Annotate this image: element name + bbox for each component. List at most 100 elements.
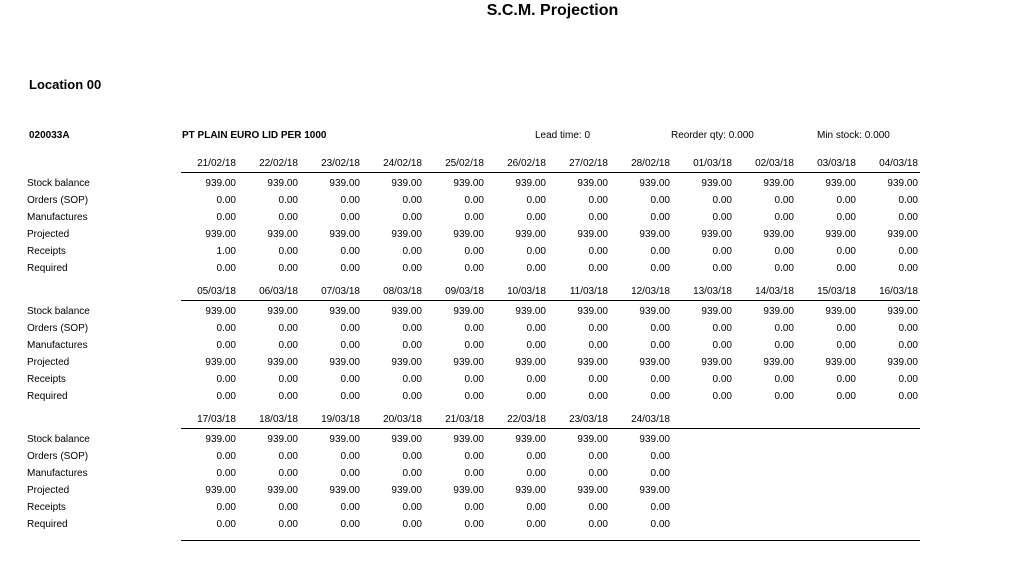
table-cell: 939.00 (205, 229, 236, 240)
table-cell: 0.00 (650, 374, 670, 385)
table-cell: 0.00 (526, 468, 546, 479)
row-label: Projected (27, 485, 70, 496)
table-cell: 0.00 (340, 519, 360, 530)
table-cell: 0.00 (774, 374, 794, 385)
table-cell: 0.00 (526, 502, 546, 513)
table-cell: 939.00 (329, 229, 360, 240)
table-cell: 0.00 (340, 323, 360, 334)
table-cell: 0.00 (402, 451, 422, 462)
table-cell: 0.00 (278, 246, 298, 257)
table-cell: 0.00 (278, 502, 298, 513)
table-cell: 0.00 (588, 340, 608, 351)
table-cell: 939.00 (329, 178, 360, 189)
bottom-rule (181, 540, 920, 541)
date-header: 27/02/18 (569, 158, 608, 169)
table-cell: 939.00 (515, 178, 546, 189)
table-cell: 0.00 (464, 263, 484, 274)
table-cell: 939.00 (391, 485, 422, 496)
table-cell: 0.00 (278, 374, 298, 385)
table-cell: 0.00 (402, 263, 422, 274)
table-cell: 939.00 (205, 485, 236, 496)
table-cell: 0.00 (588, 195, 608, 206)
table-cell: 939.00 (763, 178, 794, 189)
table-cell: 0.00 (340, 195, 360, 206)
table-cell: 939.00 (887, 357, 918, 368)
table-cell: 939.00 (515, 434, 546, 445)
table-cell: 939.00 (577, 434, 608, 445)
table-cell: 0.00 (712, 323, 732, 334)
table-cell: 939.00 (391, 434, 422, 445)
row-label: Required (27, 391, 68, 402)
table-cell: 939.00 (267, 485, 298, 496)
table-cell: 939.00 (701, 178, 732, 189)
table-cell: 0.00 (402, 246, 422, 257)
table-cell: 0.00 (836, 195, 856, 206)
table-cell: 0.00 (588, 502, 608, 513)
table-cell: 939.00 (639, 357, 670, 368)
table-cell: 0.00 (340, 263, 360, 274)
table-cell: 0.00 (836, 391, 856, 402)
table-cell: 0.00 (774, 246, 794, 257)
table-cell: 0.00 (650, 502, 670, 513)
table-cell: 0.00 (340, 468, 360, 479)
table-cell: 0.00 (836, 374, 856, 385)
table-cell: 0.00 (836, 212, 856, 223)
table-cell: 0.00 (650, 519, 670, 530)
table-cell: 939.00 (825, 229, 856, 240)
table-cell: 0.00 (216, 212, 236, 223)
row-label: Manufactures (27, 340, 88, 351)
table-cell: 939.00 (887, 178, 918, 189)
table-cell: 0.00 (526, 374, 546, 385)
table-cell: 939.00 (329, 357, 360, 368)
table-cell: 0.00 (898, 374, 918, 385)
date-header: 13/03/18 (693, 286, 732, 297)
table-cell: 0.00 (216, 195, 236, 206)
table-cell: 0.00 (588, 451, 608, 462)
table-cell: 939.00 (453, 178, 484, 189)
table-cell: 0.00 (216, 374, 236, 385)
table-cell: 0.00 (216, 263, 236, 274)
table-cell: 0.00 (836, 263, 856, 274)
row-label: Manufactures (27, 212, 88, 223)
table-cell: 939.00 (205, 434, 236, 445)
table-cell: 939.00 (267, 357, 298, 368)
table-cell: 939.00 (577, 485, 608, 496)
table-cell: 939.00 (701, 306, 732, 317)
row-label: Manufactures (27, 468, 88, 479)
table-cell: 0.00 (278, 212, 298, 223)
table-cell: 0.00 (774, 391, 794, 402)
date-header: 25/02/18 (445, 158, 484, 169)
table-cell: 0.00 (712, 195, 732, 206)
section-header-rule (181, 428, 920, 429)
table-cell: 939.00 (329, 434, 360, 445)
date-header: 01/03/18 (693, 158, 732, 169)
section-header-rule (181, 172, 920, 173)
table-cell: 939.00 (453, 434, 484, 445)
row-label: Required (27, 263, 68, 274)
row-label: Projected (27, 357, 70, 368)
table-cell: 939.00 (267, 306, 298, 317)
table-cell: 939.00 (639, 178, 670, 189)
table-cell: 0.00 (340, 374, 360, 385)
table-cell: 939.00 (329, 306, 360, 317)
table-cell: 0.00 (588, 468, 608, 479)
row-label: Required (27, 519, 68, 530)
table-cell: 0.00 (464, 246, 484, 257)
table-cell: 0.00 (464, 391, 484, 402)
row-label: Orders (SOP) (27, 323, 89, 334)
table-cell: 0.00 (836, 340, 856, 351)
table-cell: 0.00 (216, 340, 236, 351)
table-cell: 939.00 (639, 434, 670, 445)
table-cell: 0.00 (588, 212, 608, 223)
table-cell: 0.00 (712, 246, 732, 257)
table-cell: 0.00 (402, 340, 422, 351)
table-cell: 0.00 (402, 323, 422, 334)
table-cell: 0.00 (712, 374, 732, 385)
min-stock: Min stock: 0.000 (817, 130, 890, 141)
table-cell: 939.00 (825, 357, 856, 368)
table-cell: 0.00 (464, 323, 484, 334)
report-title: S.C.M. Projection (486, 2, 619, 19)
table-cell: 939.00 (639, 306, 670, 317)
date-header: 04/03/18 (879, 158, 918, 169)
table-cell: 0.00 (526, 212, 546, 223)
